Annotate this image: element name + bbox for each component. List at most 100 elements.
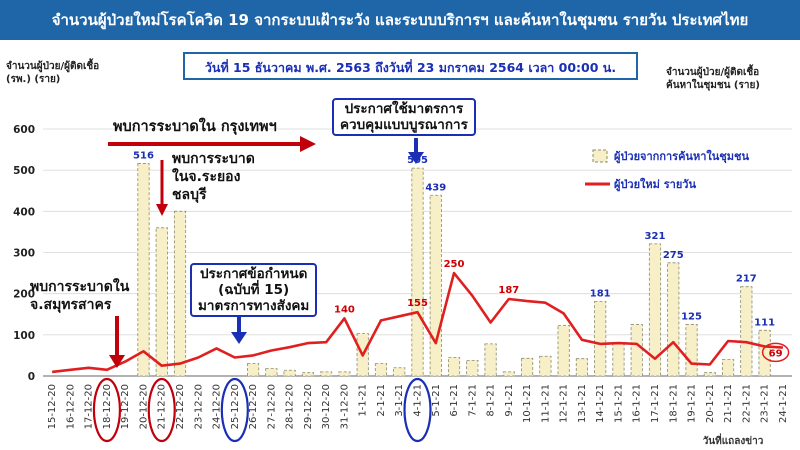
x-tick-label: 17-1-21: [650, 384, 661, 423]
bar: [447, 357, 461, 377]
x-tick-label: 7-1-21: [467, 384, 478, 417]
annotation-samut-line-2: จ.สมุทรสาคร: [30, 297, 112, 313]
bar: [703, 372, 716, 377]
x-tick-label: 17-12-20: [84, 384, 95, 429]
x-tick-label: 31-12-20: [339, 384, 350, 429]
bar: [521, 357, 534, 377]
x-tick-label: 25-12-20: [230, 384, 241, 429]
x-tick-label: 23-12-20: [193, 384, 204, 429]
bar: [575, 358, 588, 377]
annotation-rayong-line-2: ในจ.ระยอง: [172, 169, 241, 185]
y-tick-label: 400: [13, 206, 35, 218]
left-axis-title: จำนวนผู้ป่วย/ผู้ติดเชื้อ (รพ.) (ราย): [6, 60, 99, 86]
x-tick-label: 5-1-21: [431, 384, 442, 417]
line-data-label: 250: [444, 259, 465, 270]
x-tick-label: 16-1-21: [632, 384, 643, 423]
x-tick-label: 16-12-20: [65, 384, 76, 429]
bar: [721, 359, 735, 377]
annotation-rayong-line-3: ชลบุรี: [172, 187, 207, 203]
y-tick-label: 500: [13, 165, 35, 177]
x-tick-label: 27-12-20: [266, 384, 277, 429]
date-range-box: วันที่ 15 ธันวาคม พ.ศ. 2563 ถึงวันที่ 23…: [183, 52, 638, 80]
x-tick-label: 9-1-21: [504, 384, 515, 417]
x-tick-label: 26-12-20: [248, 384, 259, 429]
bar: [557, 324, 570, 377]
bar: [429, 194, 442, 377]
x-tick-label: 2-1-21: [376, 384, 387, 417]
bar: [374, 363, 388, 377]
x-axis-title: วันที่แถลงข่าว: [703, 433, 764, 447]
bar-data-label: 516: [133, 151, 154, 162]
annotation-full-control-line-1: ประกาศใช้มาตรการ: [344, 101, 464, 117]
arrow-regulation-head: [231, 332, 247, 344]
highlight-ellipse-21-12: [147, 377, 176, 443]
line-data-label: 140: [334, 304, 355, 315]
y-tick-label: 300: [13, 248, 35, 260]
annotation-rayong-outbreak: พบการระบาด ในจ.ระยอง ชลบุรี: [172, 150, 255, 204]
x-tick-label: 24-12-20: [212, 384, 223, 429]
bar-data-label: 181: [590, 288, 611, 299]
annotation-samut-line-1: พบการระบาดใน: [30, 279, 130, 295]
annotation-rayong-line-1: พบการระบาด: [172, 151, 255, 167]
bar: [466, 359, 479, 377]
bar-data-label: 275: [663, 250, 684, 261]
x-tick-label: 22-12-20: [175, 384, 186, 429]
x-tick-label: 10-1-21: [522, 384, 533, 423]
x-tick-label: 29-12-20: [303, 384, 314, 429]
bar: [630, 324, 643, 377]
x-tick-label: 19-1-21: [687, 384, 698, 423]
right-axis-title: จำนวนผู้ป่วย/ผู้ติดเชื้อ ค้นหาในชุมชน (ร…: [666, 66, 760, 92]
bar: [685, 324, 698, 377]
x-tick-label: 23-1-21: [760, 384, 771, 423]
bar: [539, 355, 552, 377]
bar: [283, 369, 296, 377]
bar: [484, 343, 497, 377]
x-tick-label: 30-12-20: [321, 384, 332, 429]
x-tick-label: 11-1-21: [540, 384, 551, 423]
left-axis-title-line-1: จำนวนผู้ป่วย/ผู้ติดเชื้อ: [6, 61, 100, 72]
line-data-label: 155: [407, 298, 428, 309]
annotation-samut-outbreak: พบการระบาดใน จ.สมุทรสาคร: [30, 278, 129, 314]
arrow-samut-head: [109, 355, 125, 368]
callout-ellipse-latest: [761, 342, 790, 363]
arrow-bkk-head: [300, 136, 316, 152]
line-data-label: 69: [769, 348, 783, 359]
annotation-regulation-line-3: มาตรการทางสังคม: [198, 298, 310, 314]
x-tick-label: 19-12-20: [120, 384, 131, 429]
line-series-daily-new-cases: [51, 271, 783, 374]
bar-data-label: 217: [736, 274, 757, 285]
y-tick-label: 200: [13, 289, 35, 301]
x-tick-label: 8-1-21: [486, 384, 497, 417]
right-axis-title-line-2: ค้นหาในชุมชน (ราย): [666, 80, 760, 91]
x-tick-label: 14-1-21: [595, 384, 606, 423]
bar: [320, 371, 333, 377]
annotation-bkk-outbreak: พบการระบาดใน กรุงเทพฯ: [113, 119, 277, 135]
bar: [393, 367, 406, 377]
bar: [411, 167, 424, 377]
bar-data-label: 439: [425, 182, 446, 193]
x-tick-label: 15-12-20: [47, 384, 58, 429]
bar: [758, 329, 771, 377]
right-axis-title-line-1: จำนวนผู้ป่วย/ผู้ติดเชื้อ: [666, 67, 760, 78]
x-tick-label: 15-1-21: [613, 384, 624, 423]
bar: [502, 371, 515, 377]
highlight-ellipse-25-12: [220, 377, 249, 443]
bar: [740, 286, 753, 377]
highlight-ellipse-18-12: [92, 377, 122, 443]
bar: [648, 243, 662, 377]
bar: [338, 371, 351, 377]
line-data-label: 187: [498, 285, 519, 296]
x-tick-label: 3-1-21: [394, 384, 405, 417]
x-tick-label: 24-1-21: [778, 384, 789, 423]
bar: [173, 210, 187, 377]
bar: [667, 262, 680, 377]
annotation-regulation-line-1: ประกาศข้อกำหนด: [199, 266, 308, 282]
bar: [265, 368, 278, 377]
annotation-regulation-line-2: (ฉบับที่ 15): [218, 282, 290, 298]
legend-label-bars: ผู้ป่วยจากการค้นหาในชุมชน: [614, 149, 749, 164]
arrow-rayong-head: [156, 204, 168, 216]
bar: [612, 343, 625, 377]
bar: [247, 363, 260, 377]
x-tick-label: 12-1-21: [559, 384, 570, 423]
